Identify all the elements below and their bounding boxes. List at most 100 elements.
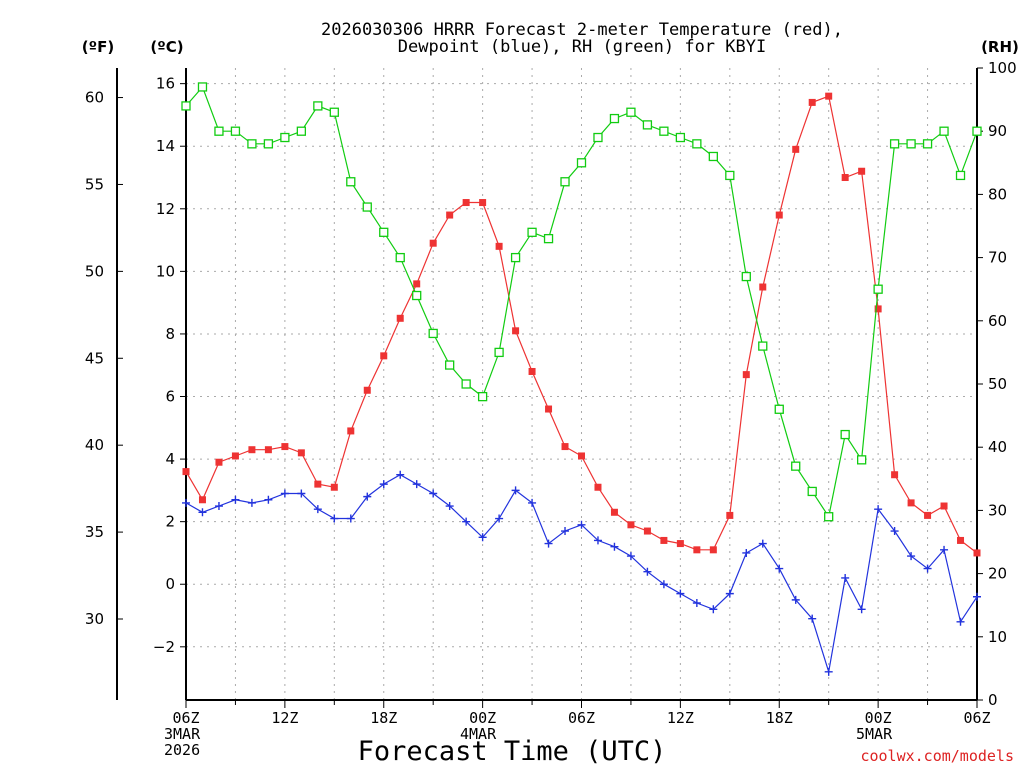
tick-labels: −2 0 2 4 6 8 10 12 14 16 30 35 40 45 50 55 60 0 10 20 30 40 50… [85, 59, 1017, 727]
celsius-tick-label: 2 [165, 513, 175, 531]
rh-point [939, 126, 949, 136]
dewpoint-point [659, 580, 668, 589]
dewpoint-point [709, 605, 718, 614]
rh-point [593, 132, 603, 143]
dewpoint-point [874, 505, 883, 514]
temperature-point [825, 92, 833, 100]
dewpoint-point [379, 480, 388, 489]
temperature-point [627, 521, 635, 529]
rh-point [758, 341, 768, 351]
rh-point [807, 486, 817, 497]
credit-label: coolwx.com/models [860, 747, 1014, 765]
temperature-point [907, 499, 915, 507]
temperature-point [561, 443, 569, 451]
rh-point [477, 391, 488, 402]
dewpoint-point [907, 552, 916, 561]
temperature-point [874, 305, 882, 313]
time-tick-label: 18Z [370, 709, 397, 727]
rh-point [263, 139, 274, 149]
rh-point [329, 107, 339, 117]
temperature-point [528, 367, 536, 375]
dewpoint-point [198, 508, 207, 517]
rh-tick-label: 100 [988, 59, 1017, 77]
dewpoint-point [445, 502, 454, 511]
axes [116, 67, 983, 708]
rh-point [543, 233, 554, 244]
dewpoint-point [626, 552, 635, 561]
rh-tick-label: 10 [988, 628, 1007, 646]
dewpoint-point [511, 486, 520, 495]
rh-point [494, 347, 504, 358]
temperature-point [297, 449, 305, 457]
temperature-point [462, 199, 470, 207]
dewpoint-point [363, 492, 372, 501]
celsius-axis-unit: (ºC) [150, 38, 183, 56]
rh-point [197, 82, 208, 92]
rh-point [445, 360, 455, 370]
dewpoint-point [544, 539, 553, 548]
dewpoint-point [973, 592, 981, 601]
temperature-point [330, 483, 338, 491]
dewpoint-point [429, 489, 438, 498]
rh-tick-label: 20 [988, 565, 1007, 583]
temperature-point [380, 352, 388, 360]
temperature-point [957, 536, 965, 544]
dewpoint-point [758, 539, 767, 548]
chart-title-line1: 2026030306 HRRR Forecast 2-meter Tempera… [321, 20, 843, 40]
celsius-tick-label: 8 [165, 325, 175, 343]
rh-point [840, 429, 850, 440]
celsius-tick-label: 16 [156, 75, 175, 93]
dewpoint-point [808, 614, 817, 623]
rh-point [280, 132, 290, 143]
temperature-point [512, 327, 520, 335]
dewpoint-point [182, 498, 190, 507]
rh-point [955, 170, 966, 181]
temperature-point [545, 405, 553, 413]
dewpoint-point [841, 573, 850, 582]
rh-point [626, 107, 636, 117]
temperature-point [281, 443, 289, 451]
temperature-point [643, 527, 651, 535]
time-tick-label: 06Z [172, 709, 199, 727]
dewpoint-point [264, 495, 273, 504]
temperature-point [248, 446, 256, 454]
dewpoint-point [462, 517, 471, 526]
temperature-point [396, 314, 404, 322]
rh-point [609, 113, 620, 124]
dewpoint-point [775, 564, 784, 573]
rh-tick-label: 30 [988, 501, 1007, 519]
dewpoint-point [940, 545, 949, 554]
temperature-point [314, 480, 322, 488]
celsius-tick-label: 6 [165, 388, 175, 406]
rh-point [824, 512, 834, 522]
dewpoint-point [280, 489, 289, 498]
chart-title-line2: Dewpoint (blue), RH (green) for KBYI [398, 37, 766, 57]
dewpoint-point [214, 502, 223, 511]
fahrenheit-tick-label: 45 [85, 349, 104, 367]
rh-point [972, 126, 982, 136]
rh-point [675, 132, 686, 143]
fahrenheit-axis-unit: (ºF) [82, 38, 114, 56]
rh-axis-unit: (RH) [981, 38, 1019, 56]
temperature-point [940, 502, 948, 510]
temperature-point [363, 386, 371, 394]
fahrenheit-tick-label: 30 [85, 610, 104, 628]
rh-point [692, 139, 702, 149]
fahrenheit-tick-label: 50 [85, 262, 104, 280]
rh-point [412, 290, 422, 301]
rh-tick-label: 80 [988, 185, 1007, 203]
date-label-5mar: 5MAR [856, 725, 893, 743]
dewpoint-point [956, 617, 965, 626]
dewpoint-point [313, 505, 322, 514]
dewpoint-point [577, 520, 586, 529]
rh-point [708, 151, 718, 162]
rh-tick-label: 60 [988, 312, 1007, 330]
time-tick-label: 18Z [766, 709, 793, 727]
dewpoint-point [346, 514, 355, 523]
rh-point [346, 177, 356, 187]
temperature-point [413, 280, 421, 288]
rh-point [774, 404, 784, 414]
time-tick-label: 00Z [865, 709, 892, 727]
temperature-point [446, 211, 454, 219]
celsius-tick-label: −2 [153, 638, 175, 656]
